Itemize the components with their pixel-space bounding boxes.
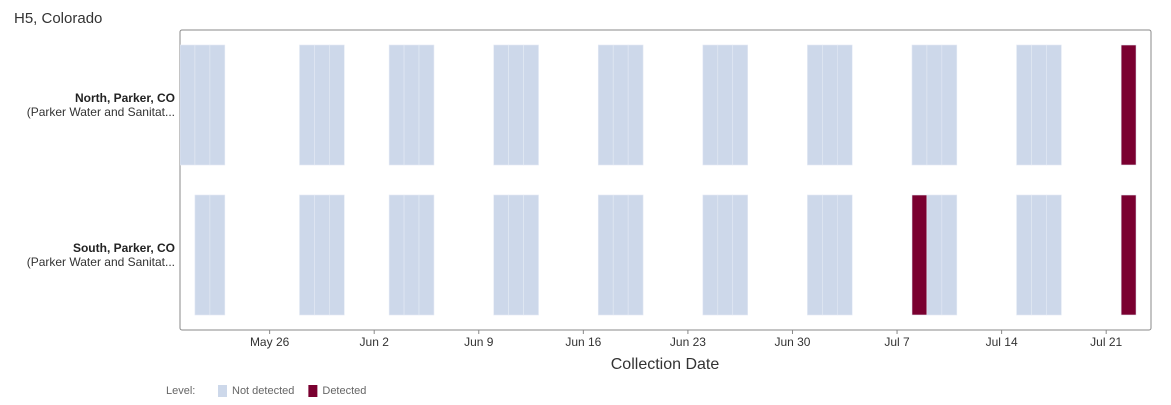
cell (1016, 194, 1032, 316)
x-tick-label: Jun 23 (670, 335, 706, 349)
cell (1031, 44, 1047, 166)
legend-title: Level: (166, 385, 195, 397)
cell (1046, 194, 1062, 316)
cell (926, 194, 943, 316)
cell (732, 44, 748, 166)
legend-label: Not detected (232, 385, 294, 397)
cell (209, 194, 226, 316)
cell (1046, 44, 1062, 166)
cell (1031, 194, 1047, 316)
cell (299, 44, 315, 166)
cell (926, 44, 943, 166)
row-sublabel: (Parker Water and Sanitat... (27, 255, 175, 269)
chart-title: H5, Colorado (14, 10, 102, 27)
x-tick-label: Jun 2 (360, 335, 390, 349)
cell (702, 194, 719, 316)
x-tick-label: Jul 21 (1090, 335, 1122, 349)
cell (1120, 44, 1137, 166)
cell (314, 194, 330, 316)
row-label: North, Parker, CO (75, 91, 175, 105)
cell (911, 44, 928, 166)
x-tick-label: Jun 30 (774, 335, 810, 349)
x-tick-label: Jul 14 (986, 335, 1018, 349)
cells (180, 44, 1137, 316)
cell (180, 44, 196, 166)
cell (717, 194, 734, 316)
cell (597, 44, 614, 166)
legend-swatch (218, 385, 227, 397)
cell (717, 44, 734, 166)
cell (702, 44, 719, 166)
legend-swatch (308, 385, 318, 397)
x-axis-title: Collection Date (611, 356, 720, 373)
cell (941, 194, 958, 316)
cell (807, 194, 823, 316)
cell (612, 194, 629, 316)
cell (836, 44, 853, 166)
row-sublabel: (Parker Water and Sanitat... (27, 105, 175, 119)
cell (807, 44, 823, 166)
cell (836, 194, 853, 316)
plot-frame (179, 29, 1152, 331)
x-tick-label: Jun 9 (464, 335, 494, 349)
cell (612, 44, 629, 166)
cell (822, 44, 838, 166)
cell (911, 194, 928, 316)
cell (822, 194, 838, 316)
cell (194, 194, 211, 316)
cell (388, 194, 405, 316)
cell (941, 44, 958, 166)
x-tick-label: May 26 (250, 335, 290, 349)
cell (403, 194, 420, 316)
cell (329, 44, 345, 166)
x-tick-label: Jun 16 (565, 335, 601, 349)
cell (627, 194, 644, 316)
cell (1120, 194, 1137, 316)
cell (627, 44, 644, 166)
cell (493, 194, 509, 316)
cell (508, 44, 524, 166)
legend-label: Detected (322, 385, 366, 397)
cell (299, 194, 315, 316)
row-label: South, Parker, CO (73, 241, 175, 255)
cell (329, 194, 345, 316)
cell (418, 44, 435, 166)
cell (1016, 44, 1032, 166)
cell (508, 194, 524, 316)
cell (403, 44, 420, 166)
cell (209, 44, 226, 166)
cell (523, 194, 539, 316)
cell (418, 194, 435, 316)
cell (194, 44, 211, 166)
cell (732, 194, 748, 316)
cell (493, 44, 509, 166)
cell (314, 44, 330, 166)
cell (597, 194, 614, 316)
cell (388, 44, 405, 166)
x-tick-label: Jul 7 (884, 335, 910, 349)
cell (523, 44, 539, 166)
